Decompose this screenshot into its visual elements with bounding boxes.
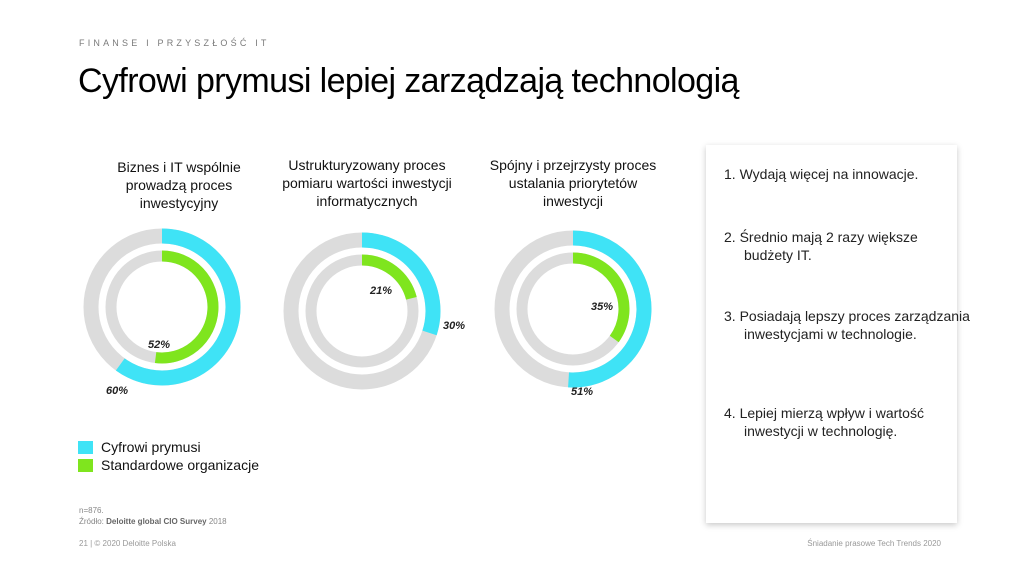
legend-item-standard: Standardowe organizacje bbox=[78, 456, 259, 474]
legend-label: Standardowe organizacje bbox=[101, 457, 259, 473]
donut-chart-1: 52% 60% bbox=[83, 228, 241, 397]
chart-3-digital-label: 51% bbox=[571, 386, 593, 398]
chart-2-title: Ustrukturyzowany proces pomiaru wartości… bbox=[282, 157, 452, 209]
section-kicker: FINANSE I PRZYSZŁOŚĆ IT bbox=[79, 38, 270, 48]
finding-item-2: 2. Średnio mają 2 razy większe budżety I… bbox=[724, 229, 918, 263]
chart-3-title: Spójny i przejrzysty proces ustalania pr… bbox=[489, 157, 657, 209]
chart-1-standard-label: 52% bbox=[148, 339, 170, 351]
footer-copyright: 21 | © 2020 Deloitte Polska bbox=[79, 539, 176, 548]
legend-swatch-green bbox=[78, 458, 93, 472]
page-title: Cyfrowi prymusi lepiej zarządzają techno… bbox=[78, 62, 739, 100]
chart-legend: Cyfrowi prymusi Standardowe organizacje bbox=[78, 438, 259, 474]
donut-standard-arc bbox=[154, 250, 219, 364]
sample-size: n=876. bbox=[79, 506, 104, 515]
chart-2-standard-label: 21% bbox=[369, 285, 392, 297]
finding-item-3: 3. Posiadają lepszy proces zarządzania i… bbox=[724, 308, 970, 342]
legend-label: Cyfrowi prymusi bbox=[101, 439, 201, 455]
chart-3-standard-label: 35% bbox=[591, 301, 613, 313]
chart-1-digital-label: 60% bbox=[106, 385, 128, 397]
chart-2-digital-label: 30% bbox=[443, 320, 465, 332]
findings-panel: 1. Wydają więcej na innowacje. 2. Średni… bbox=[706, 145, 970, 523]
donut-chart-3: 35% 51% bbox=[494, 230, 652, 398]
source-footnote: n=876. Źródło: Deloitte global CIO Surve… bbox=[79, 505, 227, 527]
chart-1-title: Biznes i IT wspólnie prowadzą proces inw… bbox=[117, 159, 241, 211]
donut-chart-2: 21% 30% bbox=[283, 232, 465, 390]
donut-digital-arc bbox=[361, 232, 441, 336]
finding-item-4: 4. Lepiej mierzą wpływ i wartość inwesty… bbox=[724, 405, 924, 439]
footer-event: Śniadanie prasowe Tech Trends 2020 bbox=[807, 539, 941, 548]
donut-digital-arc bbox=[115, 228, 241, 386]
source-line: Źródło: Deloitte global CIO Survey 2018 bbox=[79, 517, 227, 526]
legend-swatch-cyan bbox=[78, 440, 93, 454]
donut-standard-arc bbox=[572, 252, 630, 343]
legend-item-digital: Cyfrowi prymusi bbox=[78, 438, 259, 456]
donut-standard-arc bbox=[361, 254, 417, 300]
finding-item-1: 1. Wydają więcej na innowacje. bbox=[724, 166, 919, 182]
donut-digital-arc bbox=[568, 230, 652, 388]
